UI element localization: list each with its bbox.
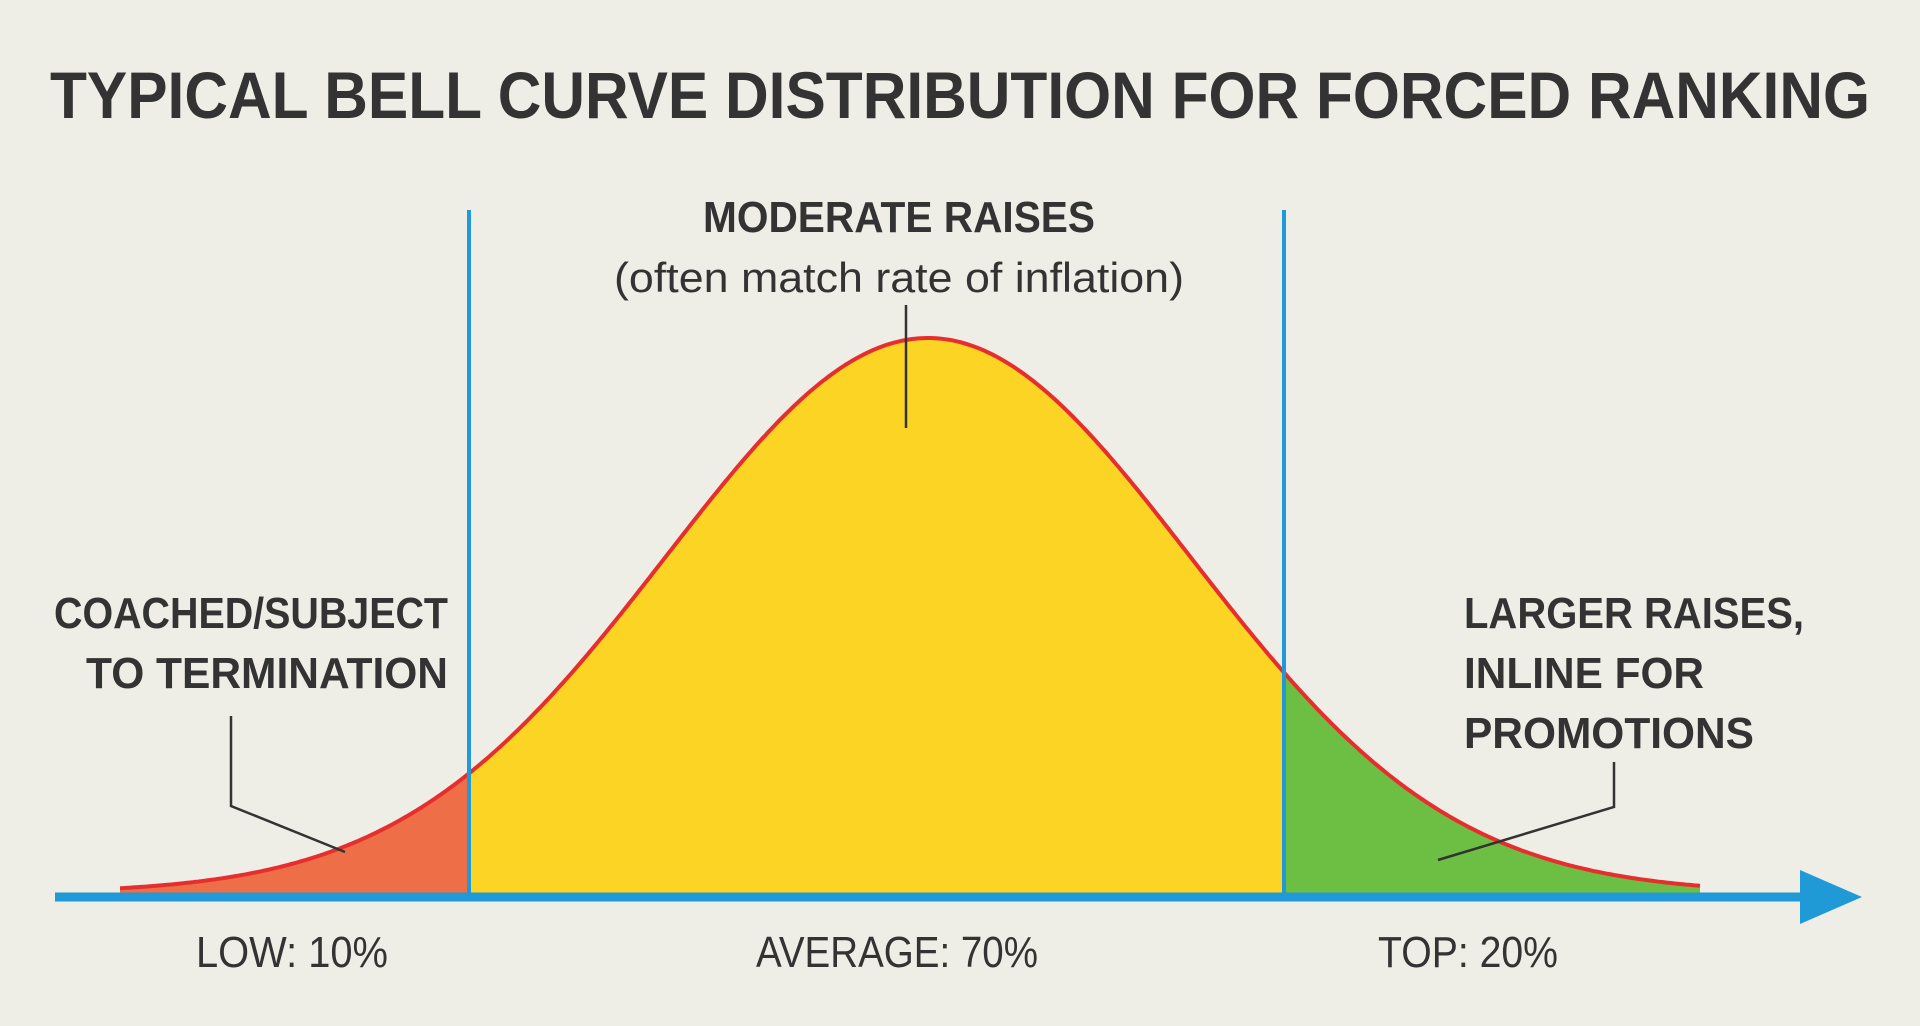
curve-fills xyxy=(120,338,1700,893)
bell-curve-outline xyxy=(119,336,1701,891)
annotation-top-line-2: INLINE FOR xyxy=(1464,649,1704,698)
annotation-low-line-2: TO TERMINATION xyxy=(86,649,448,698)
annotation-low: COACHED/SUBJECT TO TERMINATION xyxy=(54,589,448,698)
area-top xyxy=(1284,672,1700,893)
leader-line-top xyxy=(1437,762,1616,862)
segment-label-low: LOW: 10% xyxy=(196,928,388,977)
leader-line-low xyxy=(229,716,346,854)
area-low xyxy=(120,773,469,893)
annotation-top: LARGER RAISES, INLINE FOR PROMOTIONS xyxy=(1464,589,1804,758)
annotation-average: MODERATE RAISES (often match rate of inf… xyxy=(614,193,1184,301)
segment-dividers xyxy=(467,210,1286,895)
annotation-average-line-1: MODERATE RAISES xyxy=(703,193,1095,242)
annotation-average-subtext: (often match rate of inflation) xyxy=(614,254,1184,301)
area-average xyxy=(469,338,1284,893)
segment-label-average: AVERAGE: 70% xyxy=(756,928,1038,977)
segment-label-top: TOP: 20% xyxy=(1378,928,1558,977)
chart-title: TYPICAL BELL CURVE DISTRIBUTION FOR FORC… xyxy=(50,58,1870,132)
annotation-low-line-1: COACHED/SUBJECT xyxy=(54,589,448,638)
x-axis-arrow-icon xyxy=(1800,870,1862,924)
annotation-top-line-3: PROMOTIONS xyxy=(1464,709,1754,758)
annotation-top-line-1: LARGER RAISES, xyxy=(1464,589,1804,638)
